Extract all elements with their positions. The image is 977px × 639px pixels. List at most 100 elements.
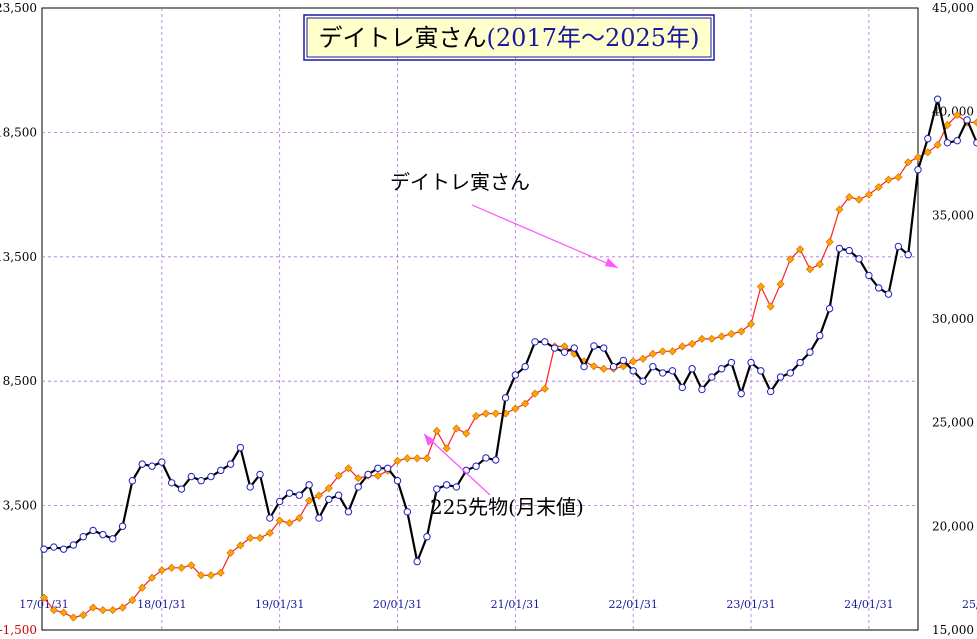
futures-point [167,479,176,487]
futures-point [963,116,971,124]
x-tick-label: 20/01/31 [373,598,422,611]
right-tick-label: 25,000 [932,416,974,430]
grid [42,8,918,630]
trader-point [805,265,814,274]
futures-point [747,358,755,367]
trader-point [815,260,824,269]
trader-point [923,148,932,157]
futures-point [865,271,873,280]
futures-point [845,246,853,255]
futures-point [354,483,362,491]
trader-point [334,471,343,480]
trader-point [953,110,962,120]
trader-point [39,593,49,602]
trader-point [874,183,883,192]
futures-point [717,365,726,373]
trader-point [403,454,412,463]
futures-point [590,342,598,350]
left-tick-label: 3,500 [3,499,37,513]
trader-point [452,424,461,433]
futures-point [217,466,225,475]
left-tick-label: 18,500 [0,125,37,139]
trader-point [305,496,314,505]
trader-point [236,541,245,550]
futures-point [413,557,421,566]
futures-point [708,373,716,381]
trader-point [167,563,176,572]
futures-point [207,472,215,481]
trader-point [344,464,353,473]
title-part1: デイトレ寅さん [319,24,487,52]
annotation-futures: 225先物(月末値) [423,433,584,519]
futures-point [894,242,903,251]
futures-point [688,365,696,373]
trader-point [226,548,235,557]
futures-point [570,344,578,352]
x-axis: 17/01/31 18/01/31 19/01/31 20/01/31 21/01/31… [19,598,977,611]
title-box-outer [303,14,715,61]
x-tick-label: 22/01/31 [608,598,657,611]
trader-point [776,280,785,289]
futures-point [953,136,961,145]
futures-point [99,530,107,539]
futures-point [226,460,235,468]
futures-point [560,348,569,356]
futures-point [315,514,323,522]
trader-point [246,533,255,542]
futures-point [884,290,893,298]
right-tick-label: 45,000 [932,1,974,15]
futures-point [472,462,480,470]
futures-point [236,443,245,452]
trader-point [884,175,893,184]
futures-point [835,244,844,253]
trader-point [864,190,873,199]
futures-point [933,95,942,103]
trader-point [69,613,78,622]
futures-point [364,470,372,479]
futures-point [334,491,343,499]
futures-point [629,367,637,375]
futures-point [40,545,48,553]
trader-point [422,454,432,463]
futures-point [580,362,588,371]
trader-point [589,362,598,371]
futures-point [668,367,677,375]
trader-point [147,573,157,582]
trader-point [855,195,864,204]
futures-point [482,454,490,462]
futures-point [325,495,333,504]
annotation-trader-label: デイトレ寅さん [390,170,530,194]
futures-point [786,369,795,377]
futures-point [649,362,657,371]
trader-point [89,603,98,612]
annotation-futures-label: 225先物(月末値) [430,495,584,519]
trader-point [629,357,638,366]
trader-point [373,471,382,480]
left-tick-label: 23,500 [0,1,37,15]
futures-point [658,369,667,377]
x-tick-label: 19/01/31 [255,598,304,611]
trader-point [727,329,736,338]
trader-point [835,205,844,214]
futures-point [295,491,304,499]
x-tick-label: 23/01/31 [726,598,775,611]
x-tick-label: 21/01/31 [491,598,540,611]
trader-point [648,349,657,358]
futures-point [128,477,137,485]
futures-point [266,514,274,522]
trader-point [49,606,58,615]
trader-point [324,484,333,493]
futures-point [914,166,922,174]
trader-point [678,342,687,351]
title-box [306,17,712,58]
futures-point [806,348,814,356]
trader-point [157,566,166,575]
trader-point [206,571,215,580]
futures-point [305,481,313,489]
futures-point [757,367,765,375]
trader-point [717,332,726,341]
trader-point [393,456,402,465]
right-tick-label: 35,000 [932,208,974,222]
trader-point [216,568,225,577]
